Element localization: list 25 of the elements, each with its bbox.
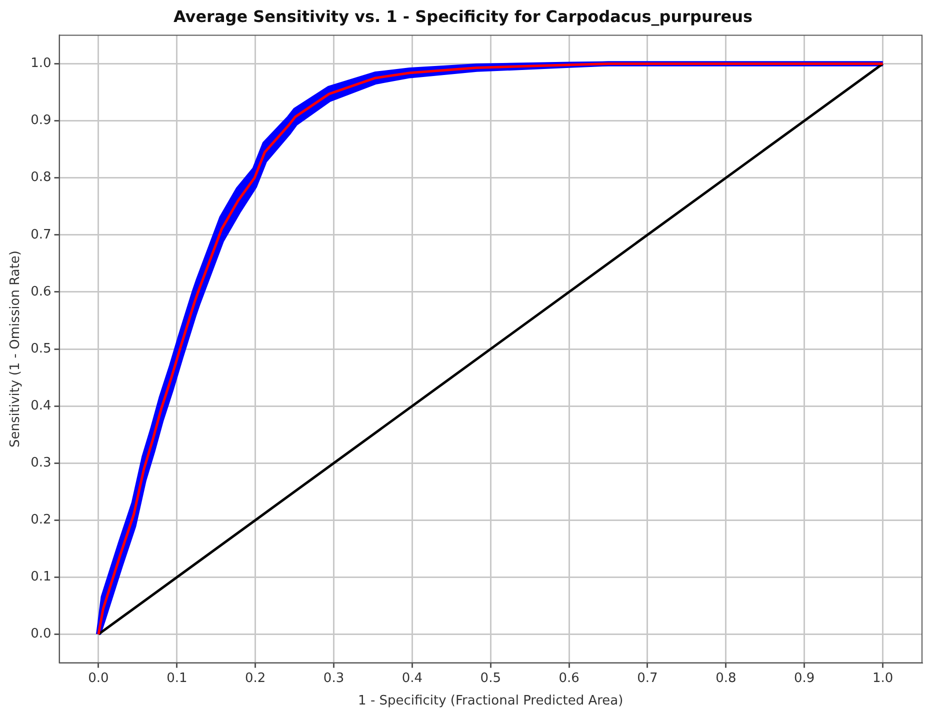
x-tick-label: 0.0 xyxy=(88,670,109,686)
y-tick-label: 0.1 xyxy=(30,570,52,585)
x-tick-label: 0.6 xyxy=(558,670,580,686)
x-tick-label: 0.9 xyxy=(794,670,815,686)
x-tick-label: 0.8 xyxy=(716,670,736,686)
x-tick-label: 0.4 xyxy=(402,670,423,686)
x-axis-title: 1 - Specificity (Fractional Predicted Area) xyxy=(358,694,624,709)
y-tick-label: 0.0 xyxy=(30,626,52,642)
x-tick-label: 0.3 xyxy=(323,670,344,686)
y-tick-label: 0.7 xyxy=(30,227,52,242)
y-tick-label: 0.6 xyxy=(30,284,52,300)
y-tick-label: 0.3 xyxy=(30,455,52,470)
y-tick-label: 0.5 xyxy=(30,341,52,356)
y-tick-label: 0.9 xyxy=(30,113,52,128)
y-axis-title: Sensitivity (1 - Omission Rate) xyxy=(8,250,24,448)
x-tick-label: 0.5 xyxy=(480,670,501,686)
x-tick-label: 0.7 xyxy=(637,670,658,686)
y-tick-label: 0.2 xyxy=(30,512,52,528)
y-tick-label: 1.0 xyxy=(30,56,52,72)
y-tick-label: 0.4 xyxy=(30,398,52,414)
chart-title: Average Sensitivity vs. 1 - Specificity for Carpodacus_purpureus xyxy=(173,6,753,26)
x-tick-label: 0.2 xyxy=(245,670,266,686)
x-tick-label: 0.1 xyxy=(166,670,188,686)
y-tick-label: 0.8 xyxy=(30,170,52,186)
x-tick-label: 1.0 xyxy=(872,670,894,686)
